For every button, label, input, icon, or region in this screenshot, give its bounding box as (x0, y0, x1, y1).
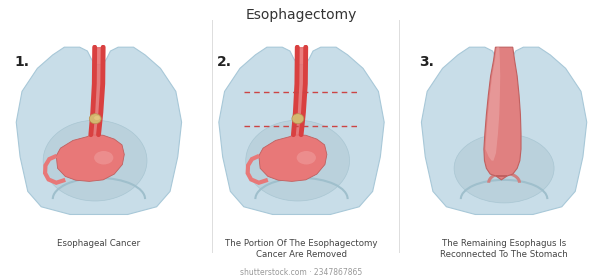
Text: 3.: 3. (420, 55, 434, 69)
Ellipse shape (94, 151, 113, 164)
Polygon shape (421, 47, 587, 214)
Polygon shape (219, 47, 384, 214)
Text: The Portion Of The Esophagectomy
Cancer Are Removed: The Portion Of The Esophagectomy Cancer … (226, 239, 377, 259)
Text: shutterstock.com · 2347867865: shutterstock.com · 2347867865 (241, 268, 362, 277)
Ellipse shape (94, 116, 100, 120)
Ellipse shape (246, 120, 350, 201)
Polygon shape (485, 47, 500, 161)
Text: 2.: 2. (217, 55, 232, 69)
Polygon shape (484, 47, 521, 180)
Ellipse shape (292, 114, 304, 124)
Ellipse shape (454, 134, 554, 203)
Polygon shape (16, 47, 182, 214)
Ellipse shape (43, 120, 147, 201)
Polygon shape (56, 135, 124, 181)
Text: Esophageal Cancer: Esophageal Cancer (57, 239, 140, 248)
Text: The Remaining Esophagus Is
Reconnected To The Stomach: The Remaining Esophagus Is Reconnected T… (440, 239, 568, 259)
Ellipse shape (89, 114, 101, 124)
Polygon shape (259, 135, 327, 181)
Text: Esophagectomy: Esophagectomy (246, 8, 357, 22)
Ellipse shape (297, 151, 316, 164)
Text: 1.: 1. (14, 55, 30, 69)
